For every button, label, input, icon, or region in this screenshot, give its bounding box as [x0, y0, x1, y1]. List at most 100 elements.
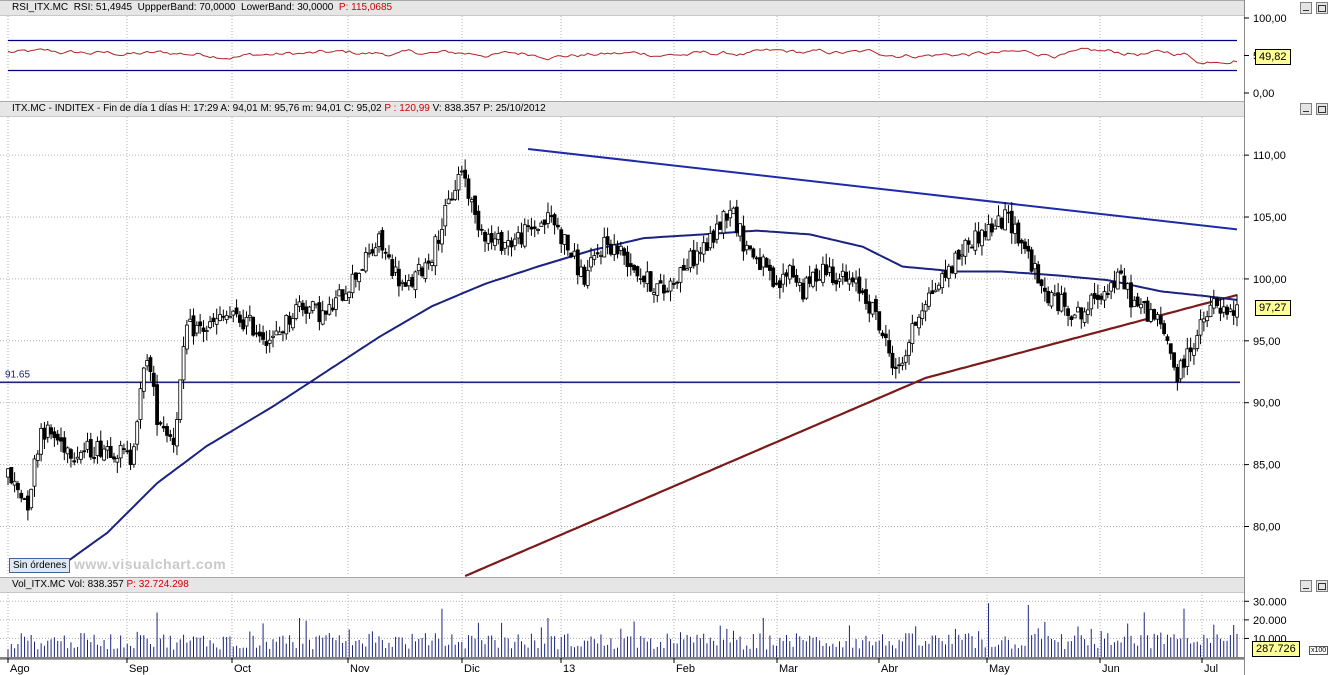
candle-body: [1059, 294, 1064, 312]
candle-body: [774, 282, 779, 285]
candle-body: [1109, 282, 1114, 292]
descending-trendline: [527, 147, 1238, 231]
candle-body: [493, 238, 497, 246]
candle-body: [827, 266, 832, 273]
candle-body: [1072, 314, 1077, 319]
candle-body: [665, 290, 670, 293]
candle-body: [986, 224, 991, 241]
candle-body: [973, 230, 978, 251]
volume-maximize-button[interactable]: [1316, 580, 1328, 592]
candle-body: [310, 301, 315, 311]
candle-body: [191, 315, 196, 337]
candle-body: [539, 222, 544, 227]
volume-tick-label: 30.000: [1253, 596, 1287, 608]
candle-body: [29, 488, 34, 509]
candle-body: [188, 318, 193, 322]
candle-body: [214, 318, 219, 325]
candle-body: [1066, 308, 1070, 316]
candle-body: [758, 257, 762, 270]
rsi-pane: RSI_ITX.MC RSI: 51,4945 UppperBand: 70,0…: [0, 0, 1244, 103]
candle-body: [95, 441, 100, 456]
candle-body: [698, 252, 703, 255]
candle-body: [430, 262, 434, 266]
price-tick-label: 95,00: [1253, 336, 1281, 348]
candle-body: [19, 492, 24, 499]
candle-body: [1042, 287, 1047, 292]
candle-body: [151, 372, 156, 387]
candle-body: [671, 283, 676, 285]
candle-body: [1145, 300, 1150, 322]
candle-body: [817, 278, 822, 281]
price-minimize-button[interactable]: [1300, 103, 1312, 115]
candle-body: [522, 224, 527, 247]
candle-body: [662, 284, 666, 294]
candle-body: [463, 169, 468, 179]
candle-body: [314, 303, 318, 306]
candle-body: [59, 437, 63, 442]
candle-body: [834, 280, 839, 285]
candle-body: [440, 228, 444, 245]
candle-body: [1122, 275, 1127, 290]
candle-body: [993, 225, 998, 230]
candle-body: [1168, 343, 1173, 354]
candle-body: [1046, 291, 1051, 304]
candle-body: [1125, 283, 1130, 290]
rsi-maximize-button[interactable]: [1316, 2, 1328, 14]
price-tick-label: 100,00: [1253, 274, 1287, 286]
candle-body: [844, 271, 849, 282]
candle-body: [748, 245, 752, 250]
candle-body: [913, 321, 918, 326]
candle-body: [380, 229, 385, 251]
price-maximize-button[interactable]: [1316, 103, 1328, 115]
candle-body: [1231, 310, 1236, 316]
candle-body: [691, 249, 696, 267]
candle-body: [585, 269, 590, 286]
rsi-p-value: P: 115,0685: [338, 2, 393, 13]
candle-body: [171, 437, 176, 446]
candle-body: [241, 319, 246, 330]
candle-body: [1019, 239, 1024, 244]
candle-body: [88, 439, 93, 458]
candle-body: [161, 425, 166, 429]
candle-body: [936, 284, 941, 290]
candle-body: [413, 271, 418, 291]
candle-body: [16, 483, 20, 491]
candle-body: [148, 357, 153, 373]
candle-body: [681, 265, 686, 271]
candle-body: [423, 262, 428, 279]
volume-minimize-button[interactable]: [1300, 580, 1312, 592]
candle-body: [645, 271, 650, 285]
volume-x100-label: x100: [1309, 646, 1329, 655]
candle-body: [1069, 316, 1074, 320]
candle-body: [512, 238, 517, 247]
candle-body: [98, 440, 103, 457]
candle-body: [658, 280, 663, 284]
price-last-value-box: 97,27: [1255, 300, 1291, 316]
candle-body: [933, 289, 938, 293]
candle-body: [764, 258, 769, 268]
candle-body: [387, 254, 391, 258]
price-header-tail: V: 838.357 P: 25/10/2012: [429, 103, 546, 114]
price-header: ITX.MC - INDITEX - Fin de día 1 días H: …: [0, 102, 1244, 117]
candle-body: [589, 257, 593, 268]
candle-body: [39, 428, 44, 455]
candle-body: [655, 283, 660, 296]
candle-body: [930, 290, 935, 295]
candle-body: [900, 362, 905, 366]
candle-body: [1095, 294, 1100, 300]
candle-body: [360, 269, 365, 271]
candle-body: [284, 315, 289, 335]
price-scale-column[interactable]: [1244, 0, 1330, 675]
candle-body: [224, 315, 229, 320]
candle-body: [12, 480, 17, 486]
volume-pane: Vol_ITX.MC Vol: 838.357 P: 32.724.298: [0, 577, 1244, 660]
candle-body: [771, 267, 776, 287]
candle-body: [135, 421, 140, 445]
candle-body: [536, 229, 540, 231]
candle-body: [940, 273, 945, 289]
sin-ordenes-button[interactable]: Sin órdenes: [9, 558, 71, 573]
candle-body: [287, 315, 292, 325]
rsi-tick-label: 0,00: [1253, 88, 1274, 100]
rsi-minimize-button[interactable]: [1300, 2, 1312, 14]
